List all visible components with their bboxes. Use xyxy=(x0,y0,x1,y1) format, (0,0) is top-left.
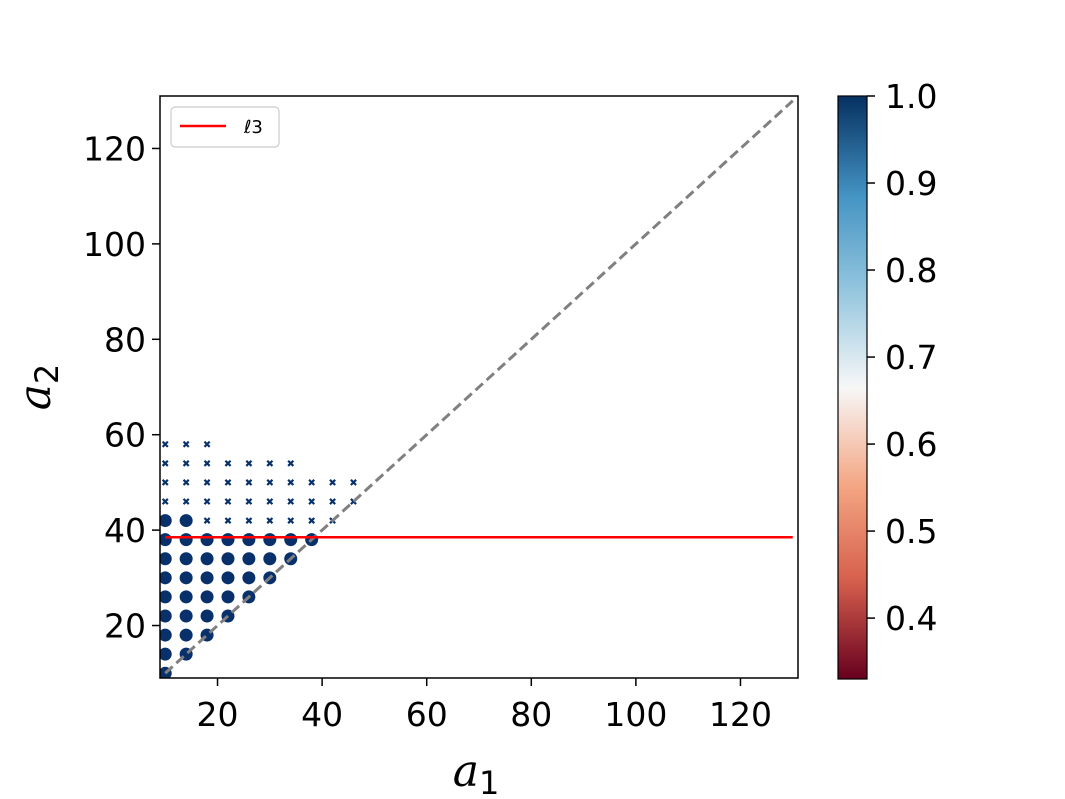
data-point-large xyxy=(200,533,214,547)
colorbar-tick-label: 0.5 xyxy=(885,512,937,551)
y-tick-label: 60 xyxy=(104,416,146,455)
data-point-small xyxy=(329,479,336,486)
data-point-small xyxy=(203,498,211,505)
data-point-large xyxy=(160,628,172,642)
data-point-large xyxy=(179,514,193,528)
x-axis-ticks: 20 40 60 80 100 120 xyxy=(197,678,772,734)
data-point-large xyxy=(200,609,214,623)
data-point-large xyxy=(200,590,214,604)
data-point-large xyxy=(221,533,235,547)
colorbar-tick-label: 0.7 xyxy=(885,338,937,377)
colorbar-tick-label: 0.9 xyxy=(885,164,937,203)
x-tick-label: 40 xyxy=(301,695,343,734)
data-point-small xyxy=(182,498,190,505)
data-point-large xyxy=(179,571,193,585)
data-point-large xyxy=(263,552,277,566)
x-axis-label: a1 xyxy=(453,746,500,799)
data-point-large xyxy=(179,552,193,566)
data-point-small xyxy=(287,459,295,467)
data-point-large xyxy=(242,571,256,585)
data-point-small xyxy=(266,479,274,486)
data-point-small xyxy=(182,440,190,448)
data-point-small xyxy=(245,479,253,486)
data-point-large xyxy=(221,552,235,566)
data-point-large xyxy=(179,533,193,547)
data-point-small xyxy=(224,479,232,486)
data-point-small xyxy=(329,498,336,505)
data-point-large xyxy=(160,609,172,623)
colorbar-tick-label: 0.4 xyxy=(885,599,937,638)
colorbar-tick-label: 0.6 xyxy=(885,425,937,464)
data-point-small xyxy=(308,517,316,524)
data-point-large xyxy=(242,533,256,547)
data-point-small xyxy=(287,517,295,524)
data-point-large xyxy=(221,590,235,604)
data-point-large xyxy=(284,533,298,547)
data-point-small xyxy=(182,479,190,486)
data-point-large xyxy=(263,533,277,547)
legend-label-l3: ℓ3 xyxy=(243,117,263,138)
data-point-large xyxy=(200,571,214,585)
data-point-small xyxy=(266,498,274,505)
data-point-large xyxy=(179,628,193,642)
data-point-small xyxy=(161,459,169,467)
y-axis-ticks: 20 40 60 80 100 120 xyxy=(83,129,160,646)
colorbar-ticks: 0.4 0.5 0.6 0.7 0.8 0.9 1.0 xyxy=(867,77,937,638)
diagonal-reference-line xyxy=(164,99,794,675)
data-point-small xyxy=(350,479,357,486)
data-point-small xyxy=(245,459,253,467)
data-point-small xyxy=(161,479,169,486)
legend: ℓ3 xyxy=(170,106,280,148)
data-point-small xyxy=(203,479,211,486)
data-point-large xyxy=(242,552,256,566)
data-points xyxy=(160,440,357,678)
data-point-large xyxy=(179,590,193,604)
colorbar-tick-label: 0.8 xyxy=(885,251,937,290)
data-point-small xyxy=(308,498,316,505)
data-point-small xyxy=(287,498,295,505)
data-point-small xyxy=(308,479,316,486)
x-tick-label: 80 xyxy=(510,695,552,734)
data-point-small xyxy=(203,517,211,524)
x-tick-label: 100 xyxy=(604,695,667,734)
data-point-large xyxy=(221,571,235,585)
y-axis-label: a2 xyxy=(10,364,66,411)
data-point-large xyxy=(200,552,214,566)
data-point-small xyxy=(245,498,253,505)
data-point-large xyxy=(160,571,172,585)
y-tick-label: 120 xyxy=(83,129,146,168)
data-point-small xyxy=(203,459,211,467)
y-tick-label: 100 xyxy=(83,225,146,264)
data-point-small xyxy=(161,498,169,505)
data-point-small xyxy=(266,517,274,524)
data-point-large xyxy=(160,647,172,661)
colorbar-tick-label: 1.0 xyxy=(885,77,937,116)
x-tick-label: 60 xyxy=(406,695,448,734)
data-point-small xyxy=(182,459,190,467)
data-point-small xyxy=(161,440,169,448)
x-tick-label: 120 xyxy=(709,695,772,734)
data-point-large xyxy=(160,552,172,566)
data-point-large xyxy=(179,609,193,623)
colorbar xyxy=(837,95,868,680)
data-point-small xyxy=(224,459,232,467)
data-point-small xyxy=(287,479,295,486)
x-tick-label: 20 xyxy=(197,695,239,734)
data-point-large xyxy=(160,514,172,528)
y-tick-label: 80 xyxy=(104,320,146,359)
plot-frame xyxy=(159,95,799,679)
y-tick-label: 20 xyxy=(104,607,146,646)
data-point-small xyxy=(266,459,274,467)
data-point-small xyxy=(203,440,211,448)
data-point-small xyxy=(224,517,232,524)
data-point-small xyxy=(245,517,253,524)
y-tick-label: 40 xyxy=(104,511,146,550)
data-point-small xyxy=(224,498,232,505)
data-point-large xyxy=(160,590,172,604)
